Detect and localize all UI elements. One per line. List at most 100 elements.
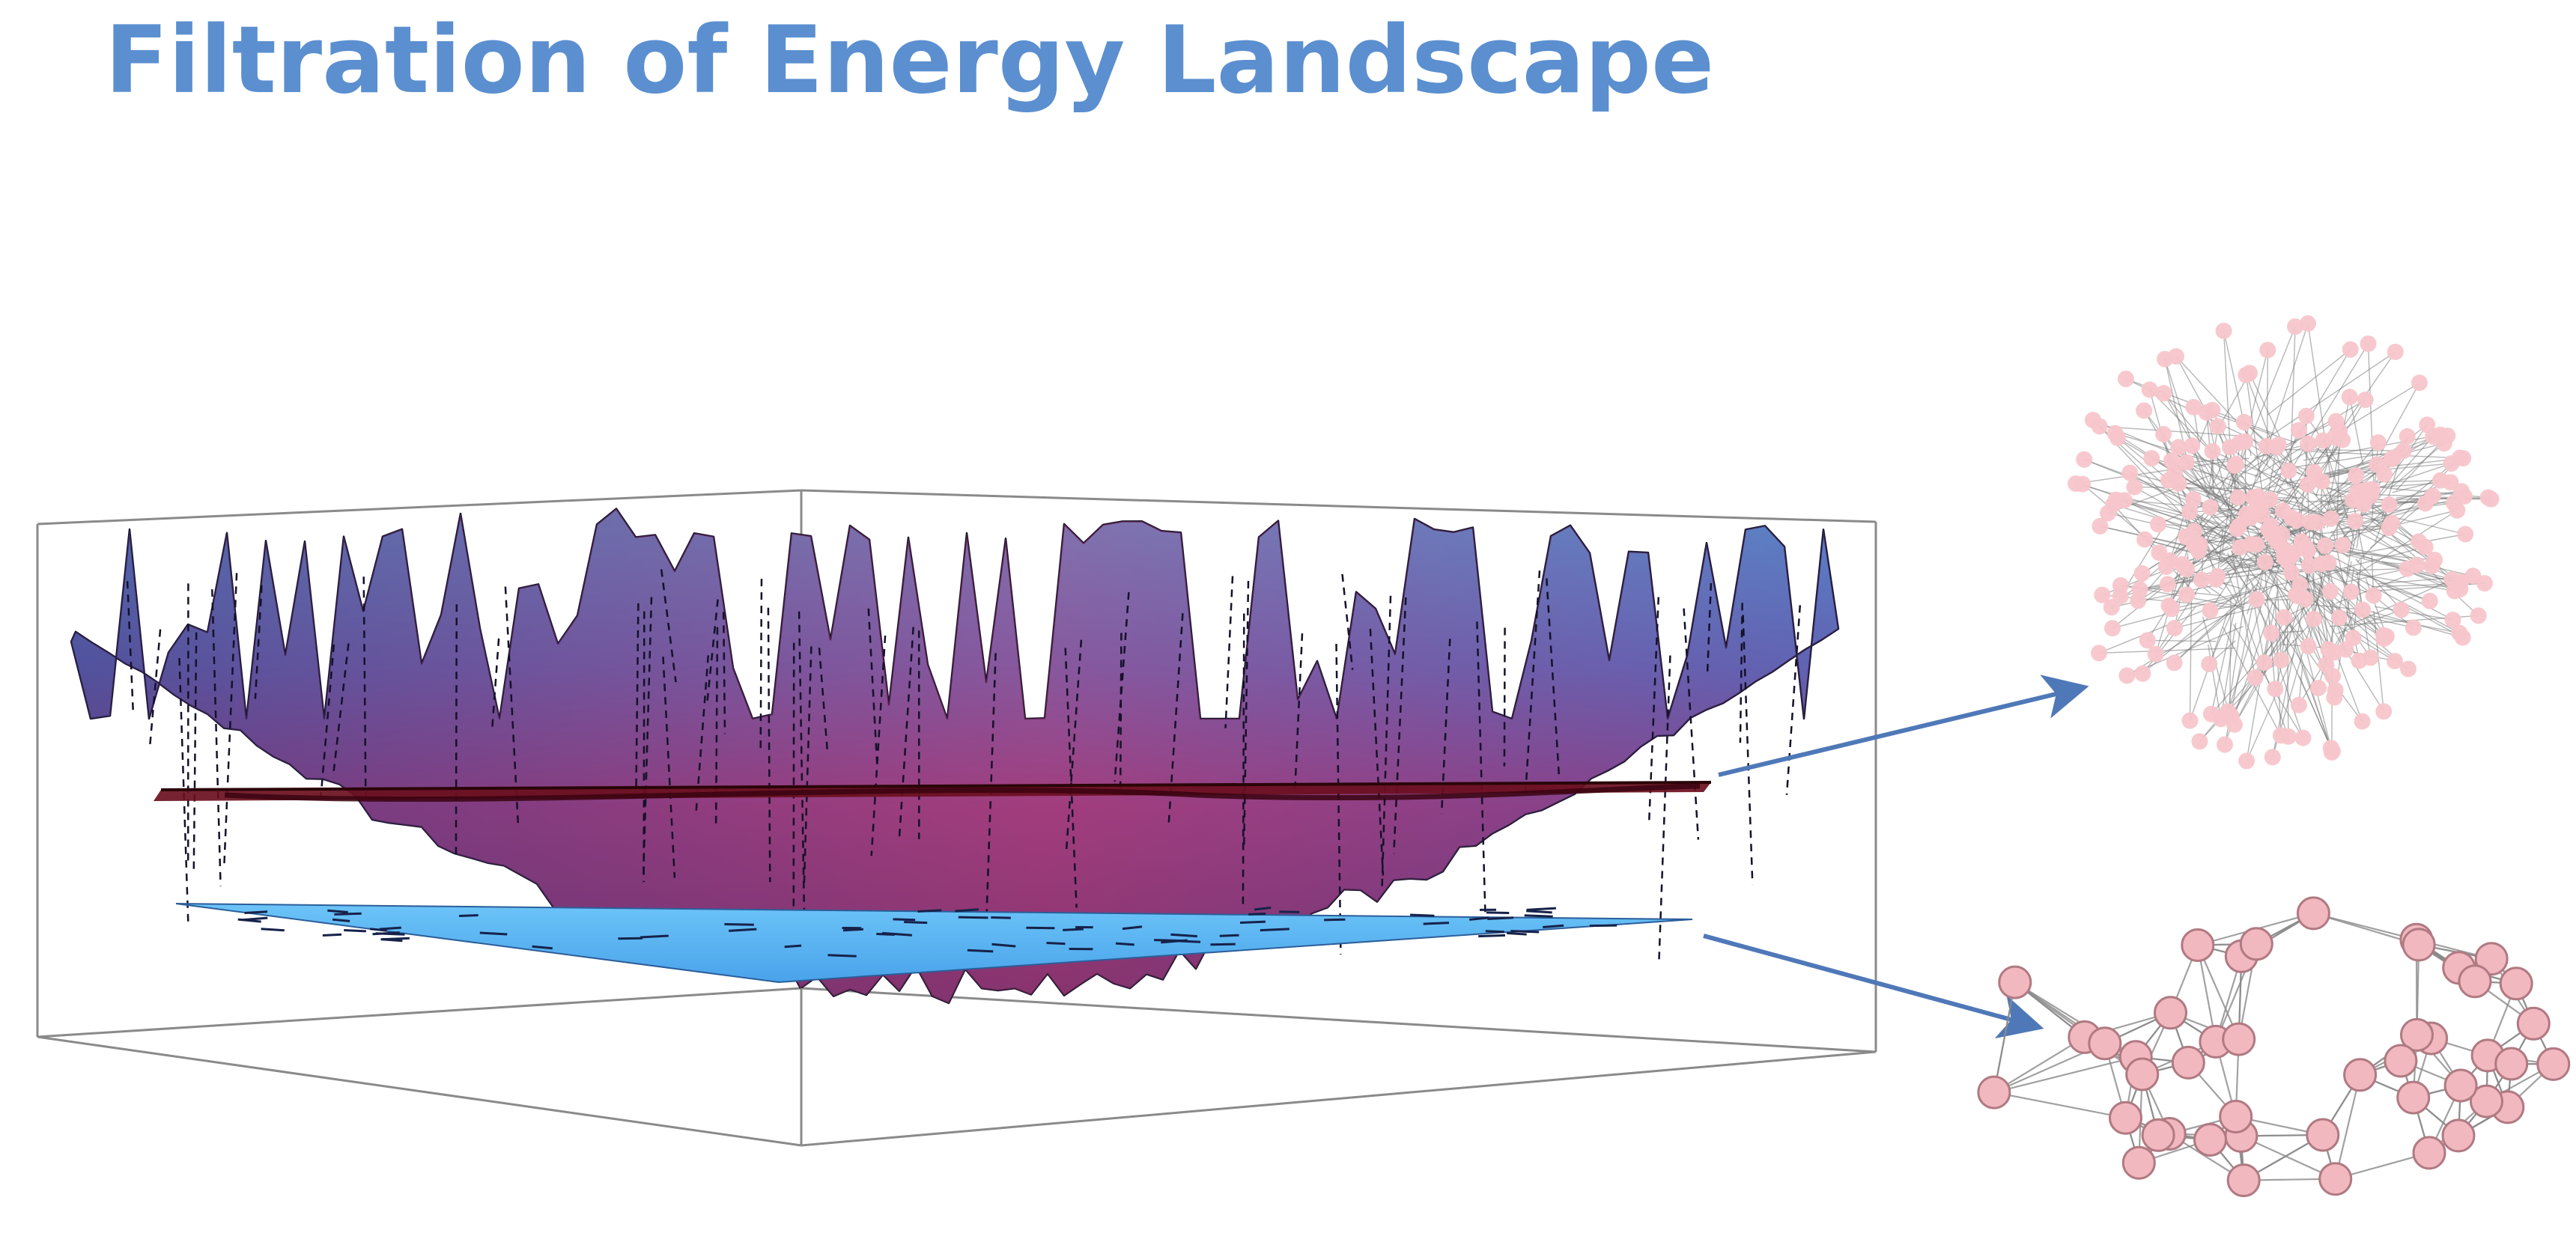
dense-network-node (2076, 451, 2093, 468)
dense-network-node (2318, 656, 2335, 673)
dense-network-node (2178, 454, 2195, 471)
dense-network-node (2136, 531, 2154, 548)
sparse-network-node (2474, 942, 2509, 976)
sparse-network-node (2109, 1101, 2142, 1135)
dense-network-node (2299, 476, 2316, 493)
dense-network-node (2297, 539, 2315, 556)
dense-network-node (2256, 553, 2273, 570)
dense-network-node (2331, 422, 2348, 439)
dense-network-node (2263, 624, 2280, 642)
dense-network-node (2141, 381, 2158, 398)
dense-network-node (2232, 539, 2249, 556)
dense-network-node (2235, 413, 2253, 430)
dense-network-node (2143, 450, 2160, 467)
dense-network-node (2375, 630, 2393, 648)
dense-network-node (2238, 366, 2255, 383)
dense-network-node (2452, 449, 2468, 466)
dense-network-node (2348, 467, 2365, 484)
sparse-network-nodes (1977, 896, 2571, 1198)
dense-network-node (2399, 560, 2416, 577)
dense-network-node (2191, 733, 2208, 750)
dense-network-node (2405, 619, 2422, 636)
dense-network-node (2421, 592, 2438, 609)
dense-network-node (2416, 495, 2434, 512)
sparse-network-node (2384, 1044, 2418, 1078)
dense-network-node (2202, 499, 2219, 516)
sparse-network-node (2222, 1022, 2256, 1056)
sparse-network-node (2318, 1162, 2353, 1196)
dense-network-node (2092, 517, 2109, 535)
dense-network-node (2118, 667, 2136, 684)
dense-network-node (2193, 571, 2210, 588)
dense-network-node (2360, 335, 2377, 353)
sparse-network-node (2239, 927, 2273, 961)
dense-network-node (2208, 571, 2225, 588)
sparse-network-node (2226, 1163, 2261, 1198)
dense-network-node (2276, 609, 2293, 626)
sparse-network-node (2499, 966, 2533, 1001)
dense-network-node (2229, 489, 2247, 506)
dense-network-node (2317, 537, 2334, 554)
dense-network-node (2300, 315, 2316, 332)
sparse-network-node (2458, 964, 2492, 999)
sparse-network-node (2193, 1123, 2227, 1157)
dense-network-node (2444, 612, 2461, 628)
dense-network-node (2232, 434, 2249, 451)
dense-network-node (2310, 680, 2327, 696)
sparse-network-node (2412, 1136, 2446, 1170)
sparse-network-node (1998, 965, 2032, 999)
dense-network-node (2112, 588, 2129, 605)
sparse-network-node (2121, 1145, 2156, 1180)
dense-network-node (2139, 632, 2156, 649)
dense-network-node (2227, 455, 2244, 472)
dense-network-node (2185, 398, 2202, 415)
dense-network-node (2426, 551, 2443, 568)
dense-network-node (2294, 729, 2312, 746)
dense-network-node (2273, 526, 2291, 543)
lower-plane-contour-dashes (237, 906, 1617, 958)
dense-network-node (2411, 374, 2428, 392)
dense-network-node (2094, 586, 2111, 603)
dense-network-node (2375, 703, 2393, 720)
dense-network-node (2126, 478, 2143, 496)
dense-network-node (2381, 520, 2398, 537)
dense-network-node (2453, 483, 2470, 500)
dense-network-node (2369, 434, 2387, 451)
dense-network-node (2411, 533, 2427, 550)
dense-network-node (2323, 510, 2340, 527)
dense-network-node (2155, 426, 2172, 442)
dense-network-node (2264, 749, 2281, 766)
dense-network-node (2166, 619, 2183, 636)
dense-network-node (2337, 641, 2354, 658)
dense-network-node (2290, 588, 2306, 605)
dense-network-node (2147, 645, 2164, 663)
sparse-network-node (2343, 1058, 2378, 1092)
dense-network-node (2121, 464, 2139, 481)
dense-network-node (2181, 712, 2199, 729)
dense-network-node (2270, 436, 2287, 453)
sparse-network-node (2443, 1068, 2478, 1103)
dense-network-node (2479, 489, 2497, 506)
dense-network-node (2280, 462, 2297, 479)
dense-network-node (2387, 344, 2404, 360)
dense-network-node (2385, 449, 2402, 466)
dense-network-node (2320, 641, 2337, 658)
sparse-network-node (2536, 1047, 2571, 1081)
dense-network-node (2342, 341, 2359, 358)
dense-network-node (2166, 654, 2183, 672)
sparse-network-node (2396, 1080, 2431, 1115)
dense-network-node (2117, 371, 2134, 388)
dense-network-node (2365, 587, 2382, 604)
dense-network-node (2345, 492, 2362, 509)
sparse-network-node (2125, 1057, 2160, 1092)
dense-network-node (2136, 402, 2153, 419)
dense-network-node (2247, 669, 2264, 686)
dense-network-node (2255, 654, 2273, 671)
dense-network-node (2282, 564, 2300, 581)
sparse-network-node (1977, 1075, 2011, 1109)
dense-network-node (2369, 456, 2386, 473)
dense-network-node (2184, 491, 2202, 508)
dense-network-node (2159, 576, 2176, 593)
dense-network-node (2330, 609, 2348, 627)
